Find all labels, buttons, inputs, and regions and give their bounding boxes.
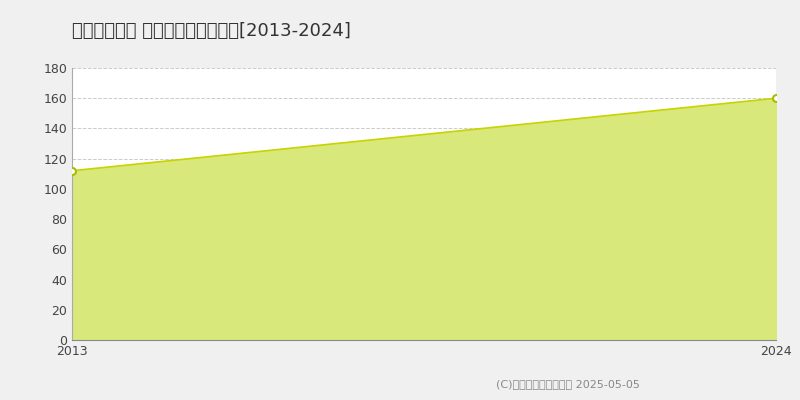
Text: (C)土地価格ドットコム 2025-05-05: (C)土地価格ドットコム 2025-05-05 (496, 379, 640, 389)
Text: 日野市東平山 マンション価格游移[2013-2024]: 日野市東平山 マンション価格游移[2013-2024] (72, 22, 351, 40)
